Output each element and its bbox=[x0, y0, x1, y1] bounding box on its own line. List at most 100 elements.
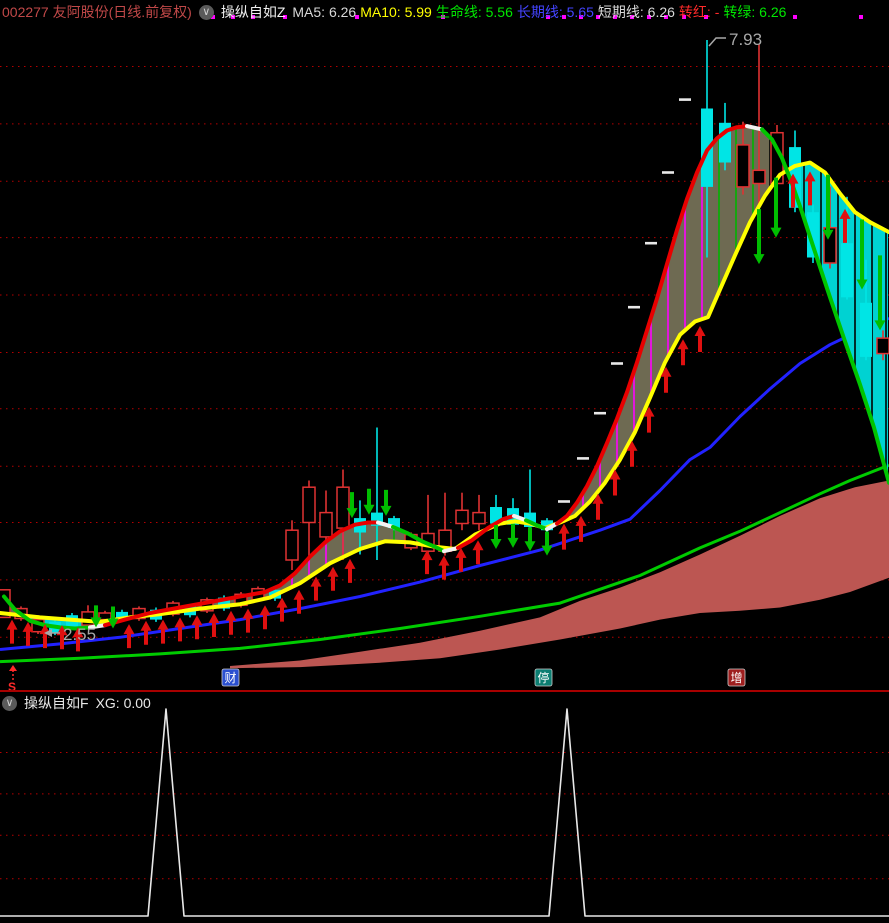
candle-down bbox=[218, 597, 230, 609]
xg-signal-line bbox=[0, 708, 889, 917]
flat-limit-candle bbox=[645, 241, 657, 245]
sell-arrow-icon bbox=[380, 489, 392, 516]
signal-dot bbox=[664, 15, 668, 19]
buy-arrow-icon bbox=[72, 627, 84, 652]
buy-arrow-icon bbox=[39, 624, 51, 649]
candle-up bbox=[319, 511, 333, 538]
flat-limit-candle bbox=[558, 500, 570, 503]
sell-arrow-icon bbox=[874, 255, 886, 331]
envelope-fill bbox=[136, 522, 434, 617]
candle-down bbox=[388, 518, 400, 528]
fast-envelope-line bbox=[512, 513, 528, 523]
candle-down bbox=[860, 302, 872, 357]
low-price-label: 2.55 bbox=[63, 625, 96, 644]
buy-arrow-icon bbox=[421, 550, 433, 575]
buy-arrow-icon bbox=[56, 625, 68, 650]
signal-dot bbox=[283, 15, 287, 19]
sell-arrow-icon bbox=[107, 606, 119, 629]
buy-arrow-icon bbox=[225, 610, 237, 635]
buy-arrow-icon bbox=[677, 339, 689, 366]
candle-down bbox=[116, 611, 128, 620]
fast-envelope-line bbox=[555, 124, 749, 526]
sell-arrow-icon bbox=[753, 209, 765, 265]
buy-arrow-icon bbox=[208, 613, 220, 637]
support-band bbox=[230, 480, 889, 669]
candle-up bbox=[876, 337, 889, 355]
low-pointer-head bbox=[44, 629, 52, 637]
signal-dot bbox=[630, 15, 634, 19]
buy-arrow-icon bbox=[123, 624, 135, 649]
signal-dot bbox=[211, 15, 215, 19]
buy-arrow-icon bbox=[643, 406, 655, 433]
sell-arrow-icon bbox=[90, 605, 102, 628]
signal-dot bbox=[546, 15, 550, 19]
candle-up bbox=[302, 486, 316, 524]
event-tag-label: 增 bbox=[730, 671, 742, 685]
buy-arrow-icon bbox=[438, 555, 450, 580]
buy-arrow-icon bbox=[558, 523, 570, 550]
fast-envelope-line bbox=[456, 513, 516, 550]
signal-dot bbox=[596, 15, 600, 19]
candle-up bbox=[752, 169, 766, 185]
buy-arrow-icon bbox=[455, 547, 467, 572]
buy-arrow-icon bbox=[787, 173, 799, 208]
signal-dot bbox=[579, 15, 583, 19]
sell-arrow-icon bbox=[346, 492, 358, 519]
flat-limit-candle bbox=[679, 98, 691, 101]
event-tag[interactable] bbox=[534, 668, 553, 687]
flat-limit-candle bbox=[662, 171, 674, 174]
life-line bbox=[0, 463, 889, 664]
main-chart-header: 002277 友阿股份(日线.前复权) ∨ 操纵自如Z MA5: 6.26 MA1… bbox=[2, 2, 790, 22]
main-price-chart[interactable]: 7.93 2.55 S 财 停 增 bbox=[0, 0, 889, 692]
longterm-line bbox=[0, 316, 889, 651]
collapse-subindicator-icon[interactable]: ∨ bbox=[2, 695, 17, 711]
event-tag[interactable] bbox=[221, 668, 240, 687]
fast-envelope-line bbox=[88, 623, 107, 630]
candle-up bbox=[285, 529, 299, 561]
fast-envelope-line bbox=[442, 545, 460, 554]
fast-envelope-line bbox=[376, 520, 395, 529]
field-长期线: 长期线: 5.65 bbox=[516, 4, 594, 20]
candle-down bbox=[807, 212, 819, 258]
buy-arrow-icon bbox=[609, 469, 621, 496]
sell-arrow-icon bbox=[507, 523, 519, 548]
buy-arrow-icon bbox=[310, 576, 322, 601]
candle-up bbox=[736, 144, 750, 188]
buy-arrow-icon bbox=[694, 326, 706, 352]
buy-arrow-icon bbox=[157, 619, 169, 644]
signal-dot bbox=[441, 15, 445, 19]
fast-envelope-line bbox=[103, 520, 380, 628]
signal-dot bbox=[859, 15, 863, 19]
buy-arrow-icon bbox=[191, 615, 203, 640]
candle-up bbox=[455, 509, 469, 525]
sell-marker-label: S bbox=[8, 680, 16, 692]
buy-arrow-icon bbox=[293, 589, 305, 614]
buy-arrow-icon bbox=[660, 366, 672, 393]
sell-arrow-icon bbox=[770, 177, 782, 238]
buy-arrow-icon bbox=[259, 605, 271, 630]
sell-arrow-icon bbox=[363, 488, 375, 515]
sell-marker-arrowhead bbox=[9, 665, 17, 671]
sell-arrow-icon bbox=[524, 527, 536, 552]
collapse-indicator-icon[interactable]: ∨ bbox=[198, 4, 214, 20]
sell-arrow-icon bbox=[490, 525, 502, 549]
event-tag[interactable] bbox=[727, 668, 746, 687]
panel-separator[interactable] bbox=[0, 690, 889, 692]
buy-arrow-icon bbox=[174, 617, 186, 642]
main-indicator-name: 操纵自如Z bbox=[220, 4, 286, 20]
indicator-values: MA5: 6.26 MA10: 5.99 生命线: 5.56 长期线: 5.65 短期线… bbox=[292, 2, 790, 22]
envelope-fill bbox=[558, 126, 786, 524]
fast-envelope-line bbox=[391, 524, 446, 554]
flat-limit-candle bbox=[611, 362, 623, 365]
field-生命线: 生命线: 5.56 bbox=[435, 4, 513, 20]
fast-envelope-line bbox=[524, 518, 549, 532]
sub-indicator-value: XG: 0.00 bbox=[95, 695, 151, 711]
buy-arrow-icon bbox=[276, 597, 288, 622]
flat-limit-candle bbox=[577, 457, 589, 460]
signal-subchart[interactable] bbox=[0, 695, 889, 923]
buy-arrow-icon bbox=[22, 621, 34, 646]
flat-limit-candle bbox=[594, 411, 606, 415]
field-MA10: MA10: 5.99 bbox=[360, 4, 432, 20]
signal-dot bbox=[562, 15, 566, 19]
